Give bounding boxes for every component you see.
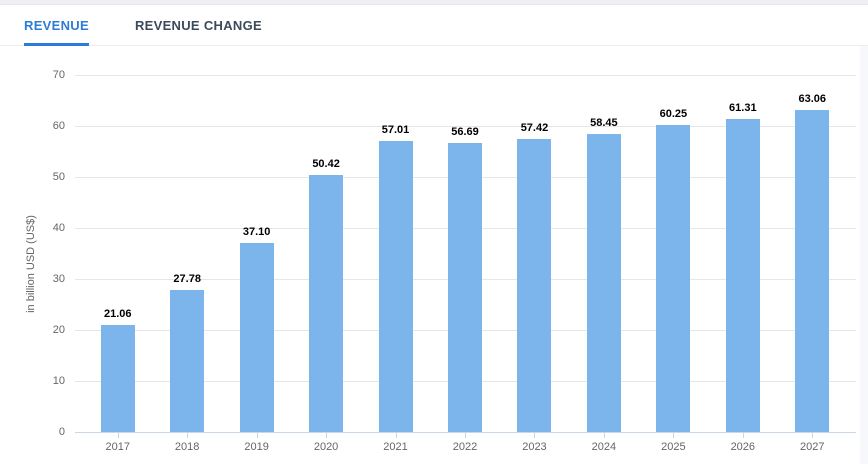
x-axis-tick-label: 2023 bbox=[522, 441, 547, 453]
y-gridline bbox=[75, 75, 856, 76]
bar-value-label: 50.42 bbox=[312, 157, 340, 170]
x-axis-tick bbox=[673, 433, 675, 438]
y-axis-tick-label: 30 bbox=[52, 273, 65, 285]
bar-value-label: 63.06 bbox=[798, 93, 827, 106]
x-axis-line bbox=[75, 432, 856, 433]
bar-value-label: 21.06 bbox=[103, 307, 132, 320]
bar-value-label: 61.31 bbox=[729, 102, 757, 115]
x-axis-tick-label: 2025 bbox=[661, 441, 686, 453]
x-axis-tick-label: 2026 bbox=[730, 441, 756, 453]
x-axis-tick bbox=[742, 433, 744, 438]
x-axis-tick bbox=[534, 433, 536, 438]
x-axis-tick bbox=[117, 433, 119, 438]
x-axis-tick-label: 2027 bbox=[800, 441, 825, 453]
tab-revenue-change[interactable]: REVENUE CHANGE bbox=[135, 5, 262, 45]
revenue-bar-2024[interactable] bbox=[586, 133, 621, 432]
y-axis-tick-label: 70 bbox=[52, 69, 65, 81]
tab-revenue[interactable]: REVENUE bbox=[24, 5, 89, 46]
revenue-bar-2018[interactable] bbox=[170, 290, 205, 432]
revenue-bar-chart: in billion USD (US$) 0 10 20 30 40 50 60 70 21.0… bbox=[0, 46, 860, 464]
y-axis-tick-label: 10 bbox=[52, 375, 65, 387]
x-axis-tick bbox=[812, 433, 814, 438]
tab-revenue-label: REVENUE bbox=[24, 17, 89, 33]
revenue-bar-2019[interactable] bbox=[239, 242, 274, 432]
revenue-bar-2017[interactable] bbox=[100, 324, 135, 432]
bar-value-label: 57.01 bbox=[381, 124, 410, 137]
x-axis-tick-label: 2024 bbox=[591, 441, 617, 453]
revenue-bar-2022[interactable] bbox=[448, 142, 482, 432]
revenue-bar-2023[interactable] bbox=[517, 139, 552, 432]
revenue-bar-2021[interactable] bbox=[378, 141, 413, 432]
bar-value-label: 56.69 bbox=[451, 125, 479, 138]
bar-value-label: 37.10 bbox=[242, 225, 271, 238]
y-gridline bbox=[75, 126, 856, 127]
tab-bar: REVENUE REVENUE CHANGE bbox=[0, 5, 868, 46]
page-background-edge bbox=[860, 46, 868, 464]
revenue-bar-2027[interactable] bbox=[795, 110, 830, 432]
x-axis-tick-label: 2019 bbox=[244, 441, 269, 453]
revenue-bar-2026[interactable] bbox=[725, 119, 760, 432]
x-axis-tick bbox=[603, 433, 605, 438]
y-axis-tick-label: 40 bbox=[52, 222, 65, 234]
bar-value-label: 60.25 bbox=[659, 107, 688, 120]
revenue-bar-2025[interactable] bbox=[656, 124, 691, 432]
y-axis-tick-label: 50 bbox=[52, 171, 65, 183]
x-axis-tick bbox=[465, 433, 466, 438]
x-axis-tick-label: 2017 bbox=[105, 441, 130, 453]
x-axis-tick-label: 2021 bbox=[383, 441, 408, 453]
y-axis-tick-label: 60 bbox=[52, 120, 65, 132]
x-axis-tick-label: 2022 bbox=[452, 441, 478, 453]
y-axis-tick-label: 20 bbox=[52, 324, 65, 336]
bar-value-label: 57.42 bbox=[520, 122, 549, 135]
x-axis-tick bbox=[395, 433, 397, 438]
x-axis-tick-label: 2018 bbox=[174, 441, 200, 453]
bar-value-label: 58.45 bbox=[590, 116, 618, 129]
chart-card: in billion USD (US$) 0 10 20 30 40 50 60 70 21.0… bbox=[0, 46, 860, 464]
x-axis-tick-label: 2020 bbox=[313, 441, 339, 453]
x-axis-tick bbox=[326, 433, 328, 438]
y-axis-tick-label: 0 bbox=[58, 426, 65, 438]
bar-value-label: 27.78 bbox=[173, 273, 201, 286]
x-axis-tick bbox=[256, 433, 258, 438]
tab-revenue-change-label: REVENUE CHANGE bbox=[134, 17, 262, 33]
revenue-bar-2020[interactable] bbox=[309, 174, 344, 432]
top-strip bbox=[0, 0, 868, 5]
x-axis-tick bbox=[187, 433, 189, 438]
